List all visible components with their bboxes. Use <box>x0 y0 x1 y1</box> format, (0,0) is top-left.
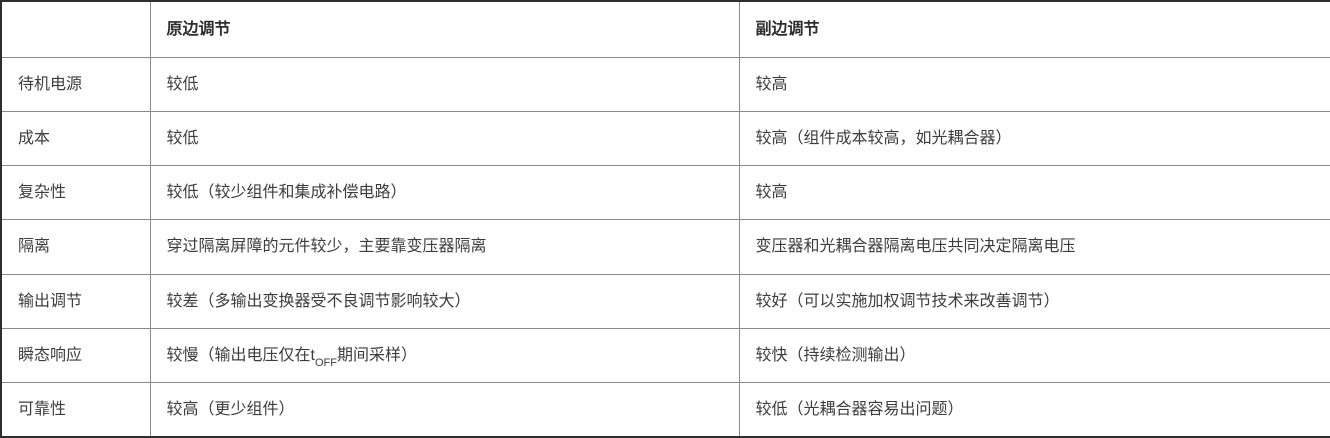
row-label: 复杂性 <box>0 165 151 221</box>
table-row-cost: 成本 较低 较高（组件成本较高，如光耦合器） <box>0 110 1330 167</box>
primary-cell: 穿过隔离屏障的元件较少，主要靠变压器隔离 <box>149 219 740 275</box>
primary-cell-text-pre: 较慢（输出电压仅在t <box>166 346 315 364</box>
row-label: 可靠性 <box>0 382 151 438</box>
row-label: 待机电源 <box>0 56 151 112</box>
primary-cell: 较慢（输出电压仅在tOFF期间采样） <box>149 327 740 384</box>
primary-cell: 较差（多输出变换器受不良调节影响较大） <box>149 273 740 329</box>
row-label: 输出调节 <box>0 273 151 329</box>
primary-cell: 较高（更少组件） <box>149 382 740 438</box>
table-row-standby-power: 待机电源 较低 较高 <box>0 56 1330 112</box>
secondary-cell: 较快（持续检测输出） <box>738 327 1330 384</box>
corner-header-cell <box>0 0 151 58</box>
secondary-cell: 较低（光耦合器容易出问题） <box>738 382 1330 438</box>
table-row-complexity: 复杂性 较低（较少组件和集成补偿电路） 较高 <box>0 165 1330 221</box>
table-row-output-regulation: 输出调节 较差（多输出变换器受不良调节影响较大） 较好（可以实施加权调节技术来改… <box>0 273 1330 329</box>
row-label: 瞬态响应 <box>0 327 151 384</box>
column-header-primary: 原边调节 <box>149 0 740 58</box>
table-row-transient-response: 瞬态响应 较慢（输出电压仅在tOFF期间采样） 较快（持续检测输出） <box>0 327 1330 384</box>
row-label: 成本 <box>0 110 151 167</box>
primary-cell: 较低（较少组件和集成补偿电路） <box>149 165 740 221</box>
secondary-cell: 较高 <box>738 56 1330 112</box>
secondary-cell: 较好（可以实施加权调节技术来改善调节） <box>738 273 1330 329</box>
toff-subscript: OFF <box>314 356 337 369</box>
secondary-cell: 较高 <box>738 165 1330 221</box>
secondary-cell: 变压器和光耦合器隔离电压共同决定隔离电压 <box>738 219 1330 275</box>
table-row-reliability: 可靠性 较高（更少组件） 较低（光耦合器容易出问题） <box>0 382 1330 438</box>
table-row-isolation: 隔离 穿过隔离屏障的元件较少，主要靠变压器隔离 变压器和光耦合器隔离电压共同决定… <box>0 219 1330 275</box>
primary-cell-text-post: 期间采样） <box>336 346 417 364</box>
header-row: 原边调节 副边调节 <box>0 0 1330 58</box>
primary-cell: 较低 <box>149 56 740 112</box>
primary-cell: 较低 <box>149 110 740 167</box>
secondary-cell: 较高（组件成本较高，如光耦合器） <box>738 110 1330 167</box>
column-header-secondary: 副边调节 <box>738 0 1330 58</box>
row-label: 隔离 <box>0 219 151 275</box>
